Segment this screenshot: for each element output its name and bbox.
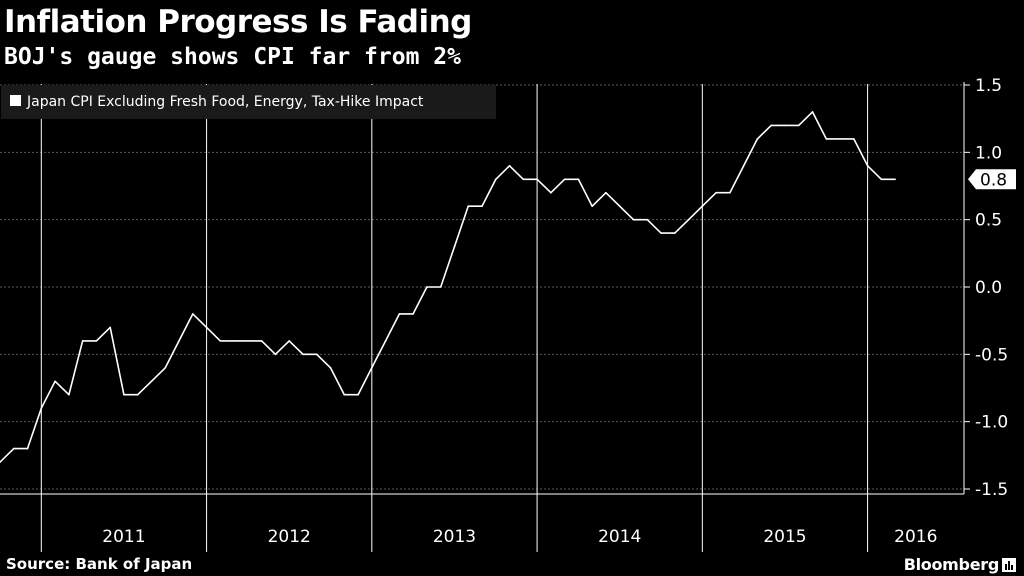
data-point — [605, 191, 607, 194]
data-point — [426, 286, 428, 288]
data-point — [646, 218, 649, 221]
data-point — [371, 367, 373, 369]
y-axis: 1.5 1.0 0.5 0.0 -0.5 -1.0 -1.5 — [963, 76, 1008, 500]
data-point — [247, 340, 249, 342]
data-point — [756, 138, 759, 140]
data-point — [853, 138, 855, 140]
x-axis: 2011 2012 2013 2014 2015 2016 — [0, 84, 964, 552]
x-tick-label: 2016 — [894, 527, 937, 547]
data-point — [384, 340, 387, 342]
data-point — [825, 138, 828, 140]
data-point — [797, 124, 800, 127]
data-point — [481, 205, 483, 207]
source-note: Source: Bank of Japan — [6, 555, 193, 573]
data-point — [54, 380, 56, 383]
y-tick-label: 1.0 — [975, 143, 1002, 163]
data-point — [880, 178, 883, 181]
data-point — [687, 218, 690, 221]
x-tick-label: 2014 — [598, 527, 641, 547]
last-value-label: 0.8 — [980, 170, 1007, 190]
data-point — [467, 205, 470, 207]
data-point — [439, 286, 442, 288]
data-point — [674, 232, 676, 234]
data-point — [398, 313, 401, 315]
data-point — [12, 447, 15, 450]
data-point — [123, 393, 125, 396]
brand-name: Bloomberg — [903, 555, 1000, 574]
data-point — [302, 353, 304, 356]
y-tick-label: 1.5 — [975, 76, 1002, 96]
data-point — [742, 165, 745, 167]
data-point — [315, 353, 318, 356]
data-point — [288, 340, 291, 342]
data-point — [329, 367, 332, 369]
data-point — [701, 205, 704, 207]
data-point — [343, 393, 346, 396]
data-point — [550, 191, 552, 194]
y-tick-label: -1.0 — [975, 413, 1008, 433]
data-point — [412, 313, 414, 315]
data-point — [26, 447, 29, 450]
data-point — [563, 178, 566, 181]
y-tick-label: 0.0 — [975, 278, 1002, 298]
data-point — [260, 340, 263, 342]
series-line — [0, 111, 896, 463]
data-point — [508, 165, 511, 167]
data-point — [494, 178, 497, 181]
y-tick-label: -0.5 — [975, 345, 1008, 365]
data-point — [839, 138, 841, 140]
data-point — [632, 218, 635, 221]
legend: Japan CPI Excluding Fresh Food, Energy, … — [1, 85, 496, 119]
data-point — [591, 205, 593, 207]
data-point — [164, 367, 167, 369]
legend-swatch — [10, 95, 21, 106]
data-point — [811, 111, 814, 113]
data-point — [136, 393, 139, 396]
chart-subtitle: BOJ's gauge shows CPI far from 2% — [4, 44, 461, 70]
x-tick-label: 2015 — [763, 527, 806, 547]
legend-entry: Japan CPI Excluding Fresh Food, Energy, … — [26, 94, 424, 110]
data-point — [40, 407, 43, 410]
data-point — [109, 326, 111, 329]
grid-lines — [0, 84, 964, 490]
data-point — [357, 393, 359, 396]
data-point — [536, 178, 538, 181]
data-point — [660, 232, 662, 234]
data-point — [0, 461, 1, 463]
data-point — [68, 393, 70, 396]
data-point — [522, 178, 525, 181]
data-point — [233, 340, 235, 342]
data-point — [274, 353, 277, 356]
data-point — [729, 191, 731, 194]
data-point — [784, 124, 786, 127]
data-point — [192, 313, 194, 315]
data-point — [205, 326, 208, 329]
data-point — [715, 191, 717, 194]
chart-bars-icon — [1002, 557, 1016, 572]
series-layer: 0.8 — [0, 111, 1016, 463]
x-tick-label: 2011 — [102, 527, 145, 547]
y-tick-label: 0.5 — [975, 211, 1002, 231]
legend-box — [1, 85, 496, 119]
x-tick-label: 2013 — [433, 527, 476, 547]
data-point — [453, 245, 456, 248]
x-tick-label: 2012 — [268, 527, 311, 547]
data-point — [866, 165, 869, 167]
bloomberg-logo: Bloomberg — [904, 555, 1016, 574]
data-point — [577, 178, 580, 181]
chart-title: Inflation Progress Is Fading — [4, 4, 472, 40]
data-point — [618, 205, 621, 207]
data-point — [219, 340, 222, 342]
data-point — [95, 340, 98, 342]
data-point — [150, 380, 153, 383]
data-point — [894, 178, 896, 181]
data-point — [81, 340, 84, 342]
data-point — [770, 124, 772, 127]
y-tick-label: -1.5 — [975, 480, 1008, 500]
last-value-tag — [968, 169, 1016, 190]
data-point — [178, 340, 180, 342]
